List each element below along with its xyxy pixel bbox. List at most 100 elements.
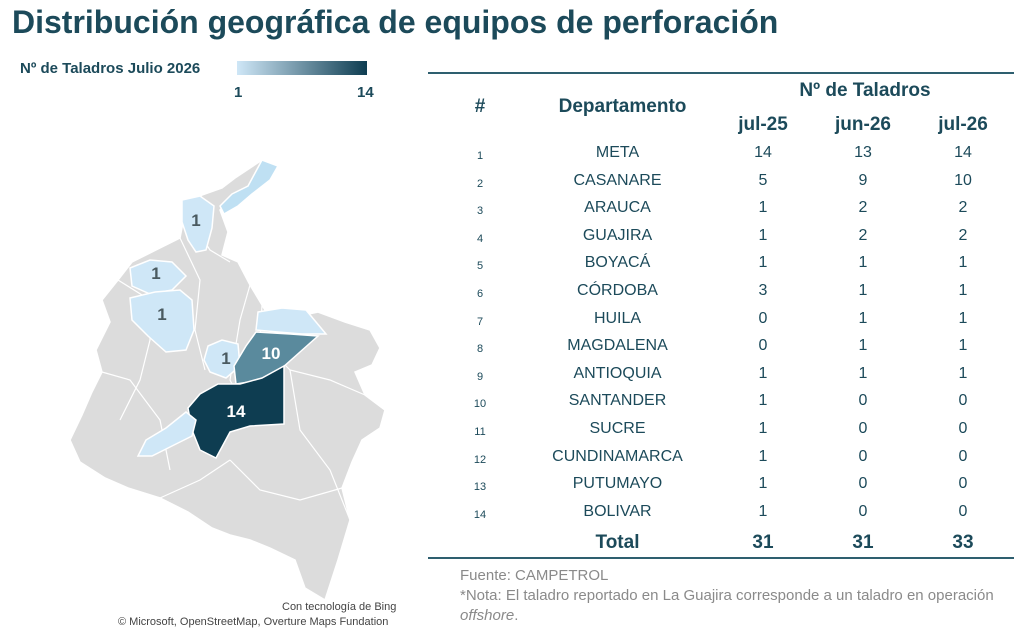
footnote-italic: offshore <box>460 607 515 624</box>
row-value-3: 0 <box>958 502 968 520</box>
row-departamento: META <box>595 144 640 161</box>
table-row: 13 PUTUMAYO 1 0 0 <box>428 475 1014 501</box>
row-value-2: 1 <box>858 309 868 327</box>
row-value-2: 0 <box>858 502 868 520</box>
map-region-antioquia <box>129 289 195 353</box>
map-label-casanare: 10 <box>262 344 281 363</box>
map-region-antioquia-north <box>129 259 188 295</box>
row-value-2: 0 <box>858 447 868 465</box>
table-row: 1 META 14 13 14 <box>428 144 1014 170</box>
table-row: 14 BOLIVAR 1 0 0 <box>428 503 1014 529</box>
row-value-1: 1 <box>758 502 768 520</box>
footnote: *Nota: El taladro reportado en La Guajir… <box>460 586 1000 626</box>
total-value-1: 31 <box>752 532 774 553</box>
table-header-year-1: jul-25 <box>738 114 788 135</box>
table-header-year-3: jul-26 <box>938 114 988 135</box>
total-value-3: 33 <box>952 532 974 553</box>
row-value-2: 13 <box>854 144 872 161</box>
map-label-cundinamarca: 1 <box>221 349 230 368</box>
table-row: 4 GUAJIRA 1 2 2 <box>428 227 1014 253</box>
row-value-3: 10 <box>954 171 972 189</box>
row-departamento: ARAUCA <box>584 199 651 217</box>
row-value-1: 1 <box>758 392 768 410</box>
legend-max-label: 14 <box>357 84 374 101</box>
table-row: 10 SANTANDER 1 0 0 <box>428 392 1014 418</box>
row-value-3: 1 <box>958 254 968 272</box>
table-header-departamento: Departamento <box>558 96 687 117</box>
table-header-group: Nº de Taladros <box>799 80 931 101</box>
row-value-3: 2 <box>958 226 968 244</box>
row-departamento: BOLIVAR <box>583 502 652 520</box>
map-region-guajira <box>219 159 280 216</box>
map-region-boyaca-cundinamarca <box>203 339 241 379</box>
row-value-1: 3 <box>758 282 768 299</box>
table-row: 3 ARAUCA 1 2 2 <box>428 199 1014 225</box>
row-number: 11 <box>474 426 486 438</box>
row-value-2: 1 <box>858 254 868 272</box>
legend-min-label: 1 <box>234 84 243 101</box>
table-total-row: Total 31 31 33 <box>428 532 1014 556</box>
row-number: 8 <box>476 343 484 356</box>
map-region-cordoba <box>181 195 215 253</box>
row-value-1: 1 <box>758 226 768 244</box>
row-number: 14 <box>473 508 487 521</box>
row-value-1: 1 <box>758 420 768 437</box>
map-region-meta <box>187 364 285 459</box>
row-number: 4 <box>476 232 484 245</box>
footnote-end: . <box>514 607 519 624</box>
page-title: Distribución geográfica de equipos de pe… <box>12 4 779 40</box>
row-value-3: 1 <box>958 364 968 382</box>
row-departamento: MAGDALENA <box>567 337 668 355</box>
row-value-2: 1 <box>858 282 868 299</box>
table-row: 12 CUNDINAMARCA 1 0 0 <box>428 448 1014 474</box>
row-value-1: 1 <box>758 199 768 217</box>
table-row: 2 CASANARE 5 9 10 <box>428 172 1014 198</box>
row-number: 9 <box>476 370 484 383</box>
table-row: 5 BOYACÁ 1 1 1 <box>428 254 1014 280</box>
map-credit-bing: Con tecnología de Bing <box>282 601 397 613</box>
row-departamento: GUAJIRA <box>582 226 653 244</box>
row-value-1: 1 <box>758 254 768 272</box>
row-number: 10 <box>473 398 487 411</box>
colombia-map: 1 1 1 1 10 14 <box>69 159 386 602</box>
footnote-text: *Nota: El taladro reportado en La Guajir… <box>460 587 994 604</box>
table-row: 7 HUILA 0 1 1 <box>428 310 1014 336</box>
table-bottom-rule <box>428 557 1014 559</box>
row-number: 1 <box>476 150 484 162</box>
map-label-meta: 14 <box>227 402 246 421</box>
map-region-arauca <box>255 307 328 335</box>
legend-color-scale <box>237 61 367 75</box>
map-region-huila-putumayo <box>136 411 197 457</box>
row-value-3: 1 <box>958 337 968 355</box>
row-number: 6 <box>476 288 484 300</box>
table-row: 11 SUCRE 1 0 0 <box>428 420 1014 446</box>
map-label-cordoba: 1 <box>191 211 200 230</box>
row-value-3: 0 <box>958 447 968 465</box>
row-value-1: 0 <box>758 337 768 355</box>
row-departamento: PUTUMAYO <box>572 475 663 493</box>
row-value-2: 0 <box>858 420 868 437</box>
row-value-2: 1 <box>858 364 868 382</box>
total-label: Total <box>595 532 640 553</box>
table-header-number: # <box>474 96 486 117</box>
map-label-antioquia-north: 1 <box>151 264 160 283</box>
row-departamento: HUILA <box>593 309 642 327</box>
row-departamento: SANTANDER <box>568 392 667 410</box>
row-value-1: 1 <box>758 475 768 493</box>
row-number: 5 <box>476 260 484 273</box>
source-note: Fuente: CAMPETROL <box>460 567 609 584</box>
row-value-2: 0 <box>858 392 868 410</box>
row-value-1: 1 <box>758 447 768 465</box>
map-label-antioquia: 1 <box>157 305 166 324</box>
row-departamento: BOYACÁ <box>584 254 651 272</box>
row-value-3: 0 <box>958 420 968 437</box>
row-value-3: 0 <box>958 392 968 410</box>
legend-title: Nº de Taladros Julio 2026 <box>20 60 201 77</box>
row-departamento: CUNDINAMARCA <box>552 447 683 465</box>
table-header-year-2: jun-26 <box>835 114 891 135</box>
row-departamento: SUCRE <box>589 420 646 437</box>
row-value-3: 1 <box>958 309 968 327</box>
row-number: 3 <box>476 205 484 218</box>
table-row: 9 ANTIOQUIA 1 1 1 <box>428 365 1014 391</box>
row-value-1: 5 <box>758 171 768 189</box>
